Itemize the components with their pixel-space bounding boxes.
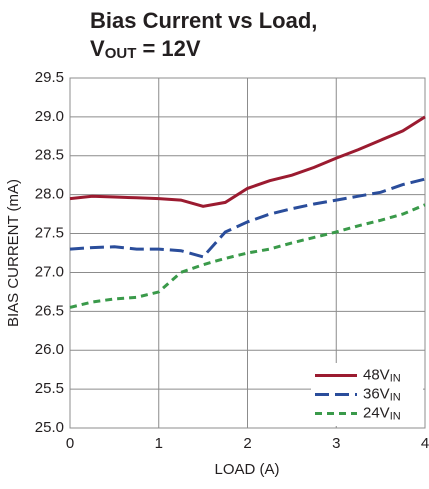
x-tick-label: 4	[421, 435, 429, 452]
y-tick-label: 29.0	[35, 108, 64, 125]
series-line	[69, 177, 426, 259]
legend-box	[311, 363, 423, 426]
y-axis-label: BIAS CURRENT (mA)	[5, 179, 22, 327]
legend-label: 36VIN	[363, 385, 401, 403]
legend-label: 24VIN	[363, 404, 401, 422]
y-tick-label: 25.0	[35, 419, 64, 436]
legend-label: 48VIN	[363, 366, 401, 384]
y-tick-label: 25.5	[35, 380, 64, 397]
y-tick-label: 26.0	[35, 341, 64, 358]
chart-subtitle: VOUT = 12V	[90, 36, 201, 63]
x-tick-label: 0	[66, 435, 74, 452]
x-tick-label: 2	[243, 435, 251, 452]
y-tick-label: 28.5	[35, 147, 64, 164]
y-tick-label: 27.5	[35, 225, 64, 242]
series-line	[69, 115, 426, 208]
y-tick-label: 27.0	[35, 263, 64, 280]
series-line	[69, 203, 426, 309]
chart-title: Bias Current vs Load,	[90, 8, 317, 33]
y-tick-label: 28.0	[35, 186, 64, 203]
x-axis-label: LOAD (A)	[214, 461, 279, 478]
x-tick-label: 1	[155, 435, 163, 452]
y-tick-label: 29.5	[35, 69, 64, 86]
plot-frame	[69, 77, 426, 429]
x-tick-label: 3	[332, 435, 340, 452]
y-tick-label: 26.5	[35, 302, 64, 319]
